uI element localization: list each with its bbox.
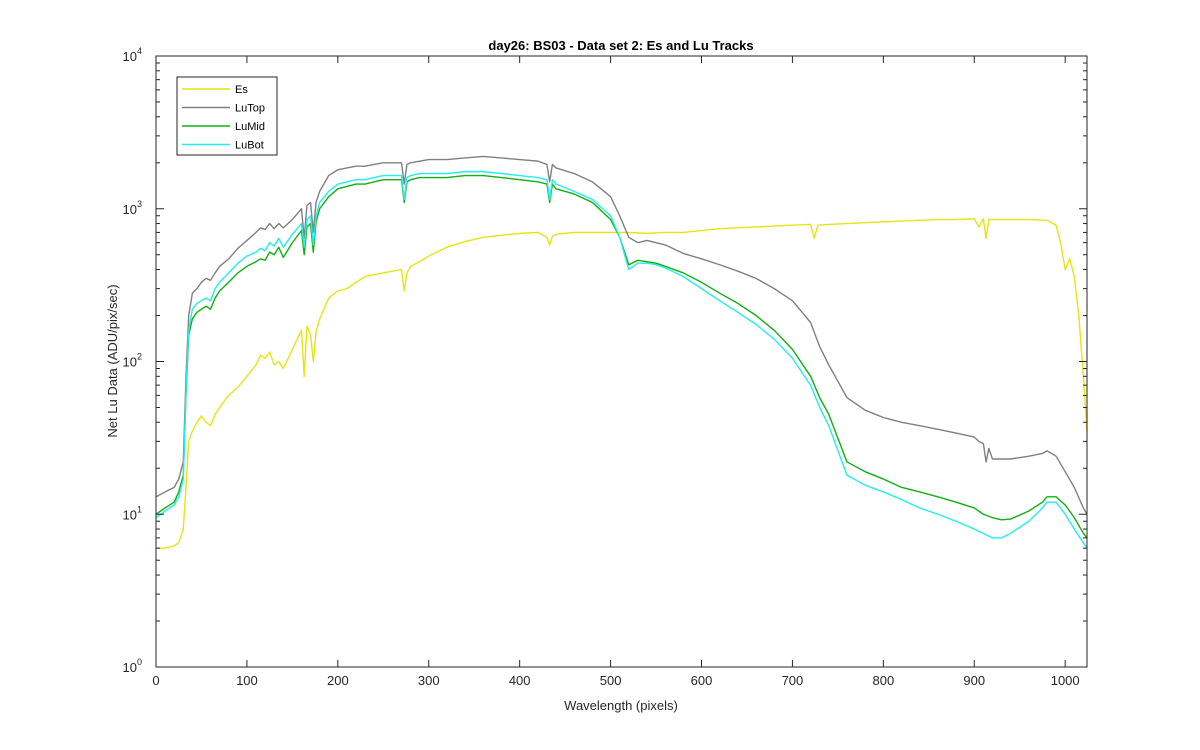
x-axis-label: Wavelength (pixels) xyxy=(564,698,678,713)
x-tick-label: 500 xyxy=(600,673,622,688)
x-tick-label: 900 xyxy=(963,673,985,688)
legend-box xyxy=(176,76,278,156)
x-tick-label: 700 xyxy=(782,673,804,688)
y-tick-label: 100 xyxy=(123,657,142,675)
x-tick-label: 800 xyxy=(872,673,894,688)
series-line-lubot xyxy=(155,170,1088,549)
y-tick-label: 101 xyxy=(123,504,142,522)
y-tick-label: 103 xyxy=(123,199,142,217)
y-axis-label: Net Lu Data (ADU/pix/sec) xyxy=(105,284,120,437)
series-line-lutop xyxy=(155,155,1088,515)
series-line-lumid xyxy=(155,174,1088,539)
legend-label-lubot: LuBot xyxy=(235,140,264,152)
y-axis: 100 101 102 103 104 xyxy=(123,46,1087,675)
x-axis: 0 100 200 300 400 500 600 700 800 900 1000 xyxy=(152,56,1080,688)
x-tick-label: 400 xyxy=(509,673,531,688)
x-tick-label: 100 xyxy=(236,673,258,688)
x-tick-label: 300 xyxy=(418,673,440,688)
y-tick-label: 102 xyxy=(123,352,142,370)
x-tick-label: 0 xyxy=(152,673,159,688)
x-tick-label: 600 xyxy=(691,673,713,688)
x-tick-label: 1000 xyxy=(1051,673,1080,688)
series-line-es xyxy=(156,218,1088,549)
y-tick-label: 104 xyxy=(123,46,142,64)
x-tick-label: 200 xyxy=(327,673,349,688)
legend: Es LuTop LuMid LuBot xyxy=(176,76,278,156)
legend-label-lutop: LuTop xyxy=(235,103,265,115)
series-group xyxy=(155,155,1088,549)
chart-title: day26: BS03 - Data set 2: Es and Lu Trac… xyxy=(488,38,753,53)
plot-area xyxy=(156,56,1087,667)
legend-label-es: Es xyxy=(235,84,248,96)
legend-label-lumid: LuMid xyxy=(235,121,265,133)
